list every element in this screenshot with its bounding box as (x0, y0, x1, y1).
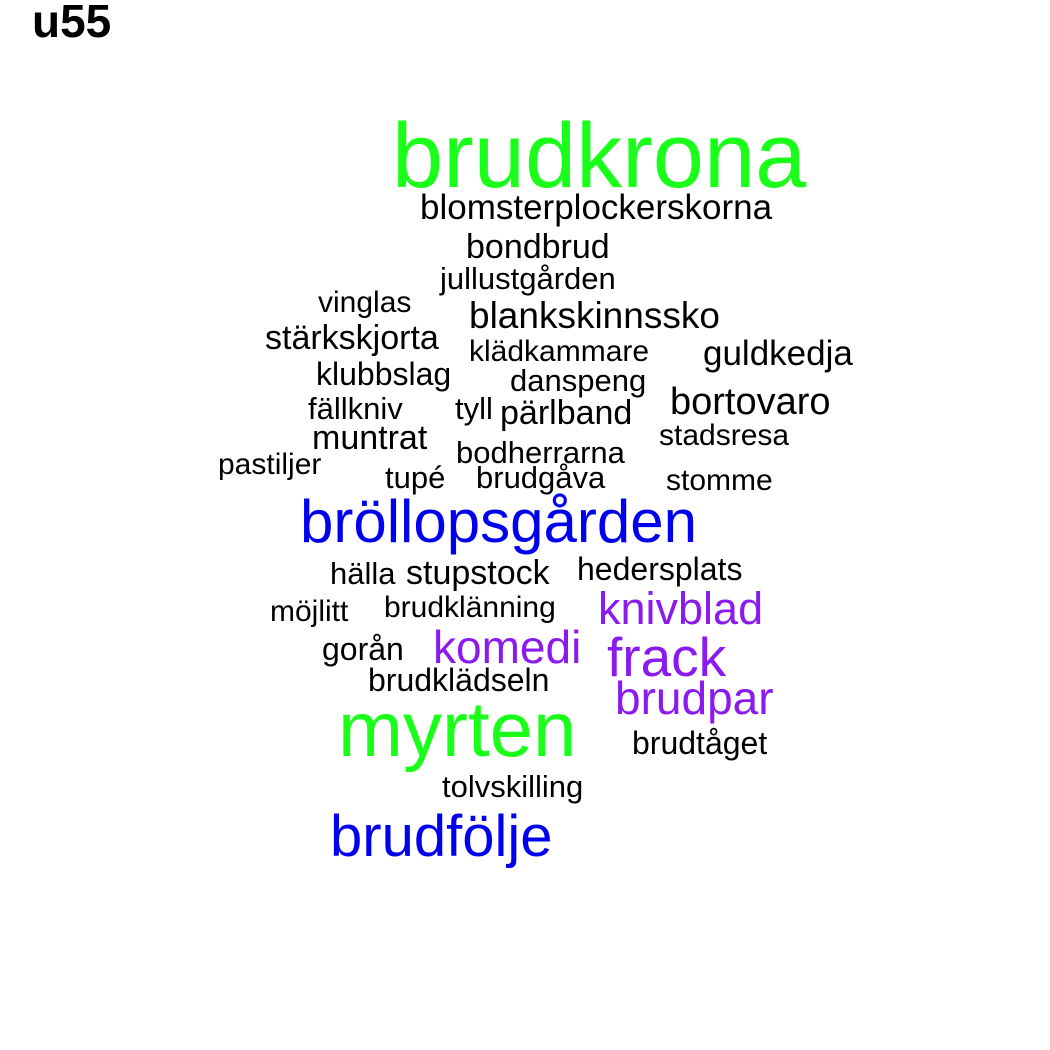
word-danspeng: danspeng (510, 363, 647, 398)
word-frack: frack (607, 626, 727, 688)
word-starkskjorta: stärkskjorta (265, 319, 439, 357)
word-tupe: tupé (385, 460, 446, 495)
word-pastiljer: pastiljer (218, 448, 322, 481)
word-jullustgarden: jullustgården (440, 261, 616, 296)
page-title: u55 (32, 0, 112, 47)
word-bodherrarna: bodherrarna (456, 435, 625, 470)
word-brudkladseln: brudklädseln (368, 662, 550, 698)
word-stomme: stomme (666, 464, 773, 497)
word-stadsresa: stadsresa (659, 419, 790, 452)
word-stupstock: stupstock (406, 554, 550, 592)
word-brudtaget: brudtåget (632, 725, 768, 761)
word-vinglas: vinglas (318, 286, 412, 319)
word-brudkrona: brudkrona (392, 105, 807, 207)
word-blomsterplockerskorna: blomsterplockerskorna (420, 188, 773, 227)
word-hedersplats: hedersplats (577, 551, 743, 587)
word-blankskinnssko: blankskinnssko (469, 295, 720, 336)
word-klubbslag: klubbslag (316, 356, 452, 392)
word-brudpar: brudpar (615, 672, 774, 724)
word-bortovaro: bortovaro (670, 381, 831, 423)
word-brollopsgarden: bröllopsgården (300, 488, 697, 555)
word-knivblad: knivblad (598, 583, 764, 634)
word-tolvskilling: tolvskilling (442, 769, 584, 804)
word-mojlitt: möjlitt (270, 595, 349, 628)
word-guldkedja: guldkedja (703, 334, 853, 373)
word-tyll: tyll (455, 391, 493, 426)
word-myrten: myrten (338, 685, 577, 773)
word-parlband: pärlband (500, 394, 633, 432)
word-goran: gorån (322, 631, 404, 667)
word-komedi: komedi (433, 621, 582, 673)
word-muntrat: muntrat (312, 419, 428, 457)
word-fallkniv: fällkniv (308, 391, 403, 426)
word-brudgava: brudgåva (476, 460, 606, 495)
word-kladkammare: klädkammare (469, 335, 650, 368)
word-brudfolje: brudfölje (330, 804, 553, 869)
word-bondbrud: bondbrud (466, 228, 610, 266)
word-brudklanning: brudklänning (384, 591, 556, 624)
word-halla: hälla (330, 556, 396, 591)
